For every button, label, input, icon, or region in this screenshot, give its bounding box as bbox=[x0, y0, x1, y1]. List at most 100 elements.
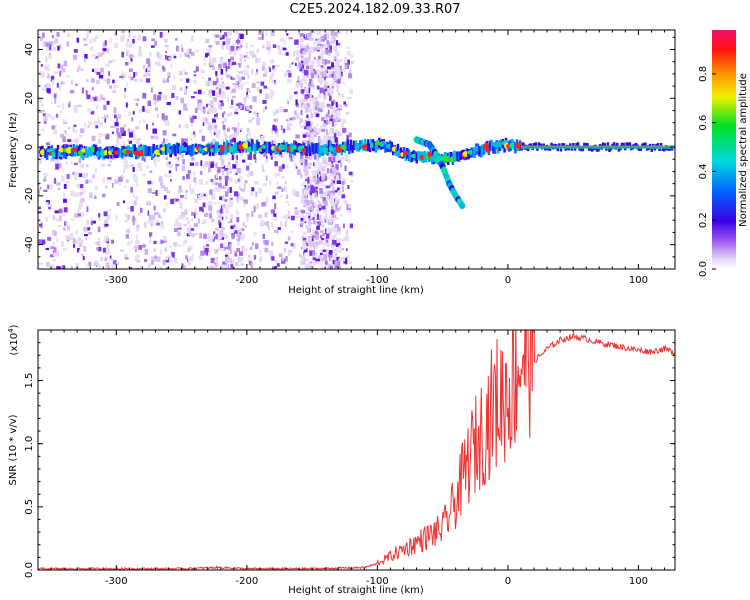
noise-speckle bbox=[329, 194, 333, 201]
noise-speckle bbox=[149, 216, 153, 221]
noise-speckle bbox=[130, 164, 135, 167]
noise-speckle bbox=[187, 257, 191, 261]
noise-speckle bbox=[92, 97, 97, 101]
noise-speckle bbox=[41, 103, 44, 107]
noise-speckle bbox=[214, 261, 217, 265]
noise-speckle bbox=[336, 256, 340, 261]
noise-speckle bbox=[78, 65, 80, 69]
noise-speckle bbox=[329, 88, 333, 93]
noise-speckle bbox=[299, 63, 302, 70]
trace-band bbox=[216, 142, 220, 152]
noise-speckle bbox=[59, 215, 62, 222]
noise-speckle bbox=[316, 123, 319, 127]
noise-speckle bbox=[203, 164, 206, 169]
noise-speckle bbox=[103, 211, 108, 217]
noise-speckle bbox=[183, 197, 187, 200]
noise-speckle bbox=[261, 34, 264, 40]
noise-speckle bbox=[295, 49, 300, 56]
noise-speckle bbox=[194, 267, 198, 269]
trace-band bbox=[583, 142, 586, 148]
noise-speckle bbox=[311, 121, 313, 125]
noise-speckle bbox=[254, 159, 257, 163]
trace-band bbox=[318, 145, 321, 157]
noise-speckle bbox=[216, 257, 219, 263]
noise-speckle bbox=[126, 39, 129, 42]
noise-speckle bbox=[38, 189, 41, 195]
noise-speckle bbox=[343, 223, 345, 229]
noise-speckle bbox=[101, 163, 106, 167]
noise-speckle bbox=[193, 91, 197, 94]
noise-speckle bbox=[319, 77, 325, 83]
noise-speckle bbox=[270, 91, 275, 97]
noise-speckle bbox=[286, 33, 289, 36]
noise-speckle bbox=[113, 85, 115, 90]
noise-speckle bbox=[161, 141, 165, 144]
noise-speckle bbox=[334, 51, 339, 57]
trace-band bbox=[251, 139, 254, 151]
noise-speckle bbox=[280, 125, 283, 131]
noise-speckle bbox=[147, 180, 152, 185]
noise-speckle bbox=[320, 218, 324, 224]
noise-speckle bbox=[341, 256, 346, 262]
noise-speckle bbox=[346, 46, 350, 50]
noise-speckle bbox=[212, 153, 217, 156]
noise-speckle bbox=[243, 183, 246, 189]
noise-speckle bbox=[58, 84, 61, 91]
noise-speckle bbox=[350, 54, 354, 58]
noise-speckle bbox=[191, 211, 196, 216]
noise-speckle bbox=[179, 70, 183, 76]
snr-x-label: Height of straight line (km) bbox=[288, 585, 424, 596]
noise-speckle bbox=[258, 31, 262, 35]
noise-speckle bbox=[323, 34, 327, 41]
noise-speckle bbox=[91, 78, 95, 83]
noise-speckle bbox=[203, 193, 207, 197]
noise-speckle bbox=[178, 189, 183, 193]
noise-speckle bbox=[53, 93, 57, 99]
noise-speckle bbox=[323, 43, 328, 49]
noise-speckle bbox=[256, 48, 259, 53]
noise-speckle bbox=[320, 230, 324, 233]
noise-speckle bbox=[148, 263, 151, 267]
noise-speckle bbox=[333, 234, 337, 238]
noise-speckle bbox=[323, 216, 327, 219]
noise-speckle bbox=[133, 98, 138, 101]
noise-speckle bbox=[338, 258, 341, 264]
noise-speckle bbox=[146, 124, 148, 130]
noise-speckle bbox=[347, 151, 349, 157]
noise-speckle bbox=[282, 164, 285, 169]
noise-speckle bbox=[262, 100, 267, 104]
noise-speckle bbox=[207, 140, 210, 146]
noise-speckle bbox=[208, 167, 212, 173]
noise-speckle bbox=[236, 103, 239, 106]
noise-speckle bbox=[192, 115, 197, 120]
noise-speckle bbox=[322, 246, 325, 250]
noise-speckle bbox=[217, 213, 222, 219]
noise-speckle bbox=[193, 70, 197, 73]
noise-speckle bbox=[223, 185, 227, 190]
noise-speckle bbox=[231, 99, 234, 105]
noise-speckle bbox=[235, 63, 238, 66]
noise-speckle bbox=[47, 91, 51, 94]
noise-speckle bbox=[179, 54, 182, 58]
noise-speckle bbox=[214, 108, 217, 113]
noise-speckle bbox=[89, 39, 92, 44]
noise-speckle bbox=[211, 139, 216, 144]
noise-speckle bbox=[62, 119, 66, 123]
noise-speckle bbox=[85, 90, 88, 96]
noise-speckle bbox=[314, 155, 317, 160]
noise-speckle bbox=[228, 199, 231, 205]
noise-speckle bbox=[163, 186, 168, 191]
noise-speckle bbox=[221, 155, 224, 160]
noise-speckle bbox=[208, 45, 213, 48]
noise-speckle bbox=[42, 241, 46, 244]
noise-speckle bbox=[326, 81, 329, 86]
noise-speckle bbox=[213, 58, 216, 62]
trace-band bbox=[482, 144, 486, 155]
noise-speckle bbox=[85, 179, 89, 184]
noise-speckle bbox=[83, 58, 87, 63]
noise-speckle bbox=[246, 91, 248, 98]
noise-speckle bbox=[50, 75, 55, 82]
noise-speckle bbox=[316, 243, 318, 247]
noise-speckle bbox=[209, 93, 213, 99]
noise-speckle bbox=[333, 190, 338, 193]
